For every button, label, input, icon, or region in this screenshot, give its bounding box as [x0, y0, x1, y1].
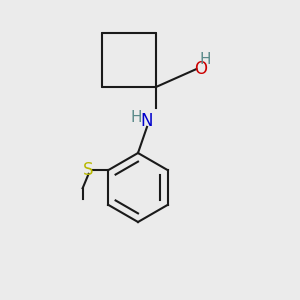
Text: S: S: [83, 161, 94, 179]
Text: H: H: [131, 110, 142, 124]
Text: O: O: [194, 60, 208, 78]
Text: H: H: [200, 52, 211, 68]
Text: N: N: [141, 112, 153, 130]
